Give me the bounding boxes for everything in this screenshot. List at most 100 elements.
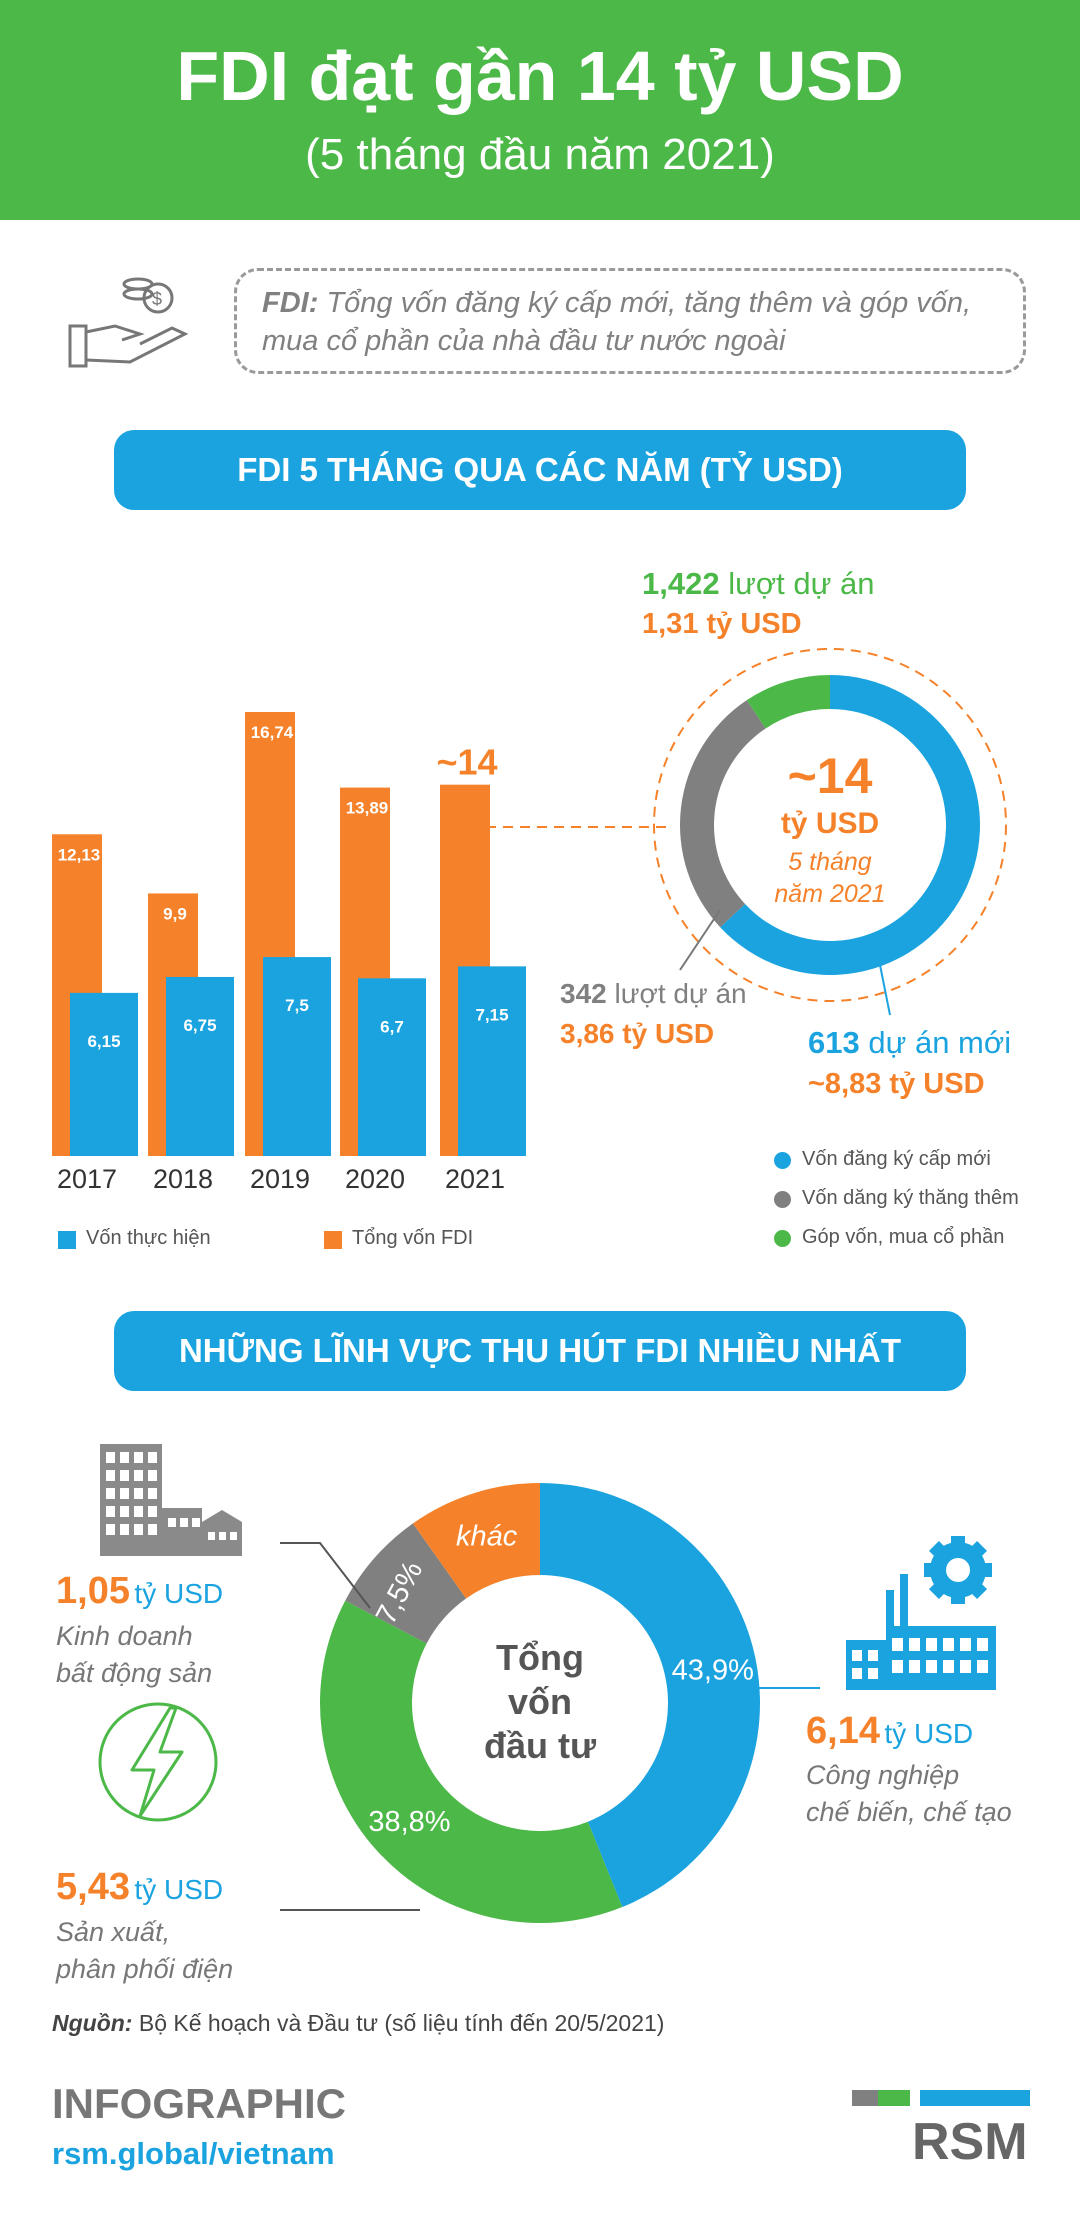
legend-realized-swatch bbox=[58, 1231, 76, 1249]
x-tick-2021: 2021 bbox=[445, 1164, 505, 1194]
bar-realized-2021 bbox=[458, 966, 526, 1156]
legend-added-capital-label: Vốn dăng ký thăng thêm bbox=[802, 1187, 1019, 1209]
donut2-label-0: 43,9% bbox=[672, 1654, 754, 1686]
definition-text: FDI: Tổng vốn đăng ký cấp mới, tăng thêm… bbox=[262, 284, 1002, 360]
bar-realized-2020 bbox=[358, 978, 426, 1156]
svg-text:$: $ bbox=[152, 289, 162, 309]
donut1-slice-1 bbox=[680, 700, 766, 928]
realestate-amount-row: 1,05 tỷ USD bbox=[56, 1570, 223, 1613]
legend-new-capital-dot bbox=[774, 1152, 791, 1169]
realestate-label: Kinh doanh bất động sản bbox=[56, 1618, 212, 1692]
green-count-value: 1,422 bbox=[642, 566, 720, 601]
donut2-center-line1: Tổng bbox=[496, 1637, 584, 1678]
industry-label-line2: chế biến, chế tạo bbox=[806, 1797, 1012, 1827]
legend-total-label: Tổng vốn FDI bbox=[352, 1227, 474, 1249]
green-count-text: lượt dự án bbox=[728, 566, 875, 601]
bar-realized-2017 bbox=[70, 992, 138, 1156]
realestate-unit: tỷ USD bbox=[134, 1578, 224, 1609]
grey-count-text: lượt dự án bbox=[614, 978, 747, 1009]
grey-callout-count: 342 lượt dự án bbox=[560, 978, 747, 1010]
legend-realized-label: Vốn thực hiện bbox=[86, 1227, 211, 1249]
bar-total-label-2021: ~14 bbox=[436, 742, 497, 783]
page-title: FDI đạt gần 14 tỷ USD bbox=[176, 37, 904, 115]
grey-count-value: 342 bbox=[560, 978, 607, 1009]
footer-infographic-title: INFOGRAPHIC bbox=[52, 2080, 346, 2127]
source-note: Nguồn: Bộ Kế hoạch và Đầu tư (số liệu tí… bbox=[52, 2010, 664, 2037]
power-label-line2: phân phối điện bbox=[56, 1954, 234, 1984]
x-tick-2017: 2017 bbox=[57, 1164, 117, 1194]
blue-callout-count: 613 dự án mới bbox=[808, 1025, 1011, 1061]
hand-coin-icon: $ bbox=[68, 277, 189, 368]
donut1-center-line1: 5 tháng bbox=[788, 848, 872, 876]
legend-total-swatch bbox=[324, 1231, 342, 1249]
donut2-slice-3 bbox=[412, 1483, 540, 1599]
header-banner: FDI đạt gần 14 tỷ USD (5 tháng đầu năm 2… bbox=[0, 0, 1080, 220]
donut1-center-unit: tỷ USD bbox=[781, 807, 879, 840]
page-subtitle: (5 tháng đầu năm 2021) bbox=[305, 130, 775, 179]
grey-callout-amount: 3,86 tỷ USD bbox=[560, 1018, 715, 1049]
rsm-logo-bar-green bbox=[878, 2090, 910, 2106]
realestate-label-line1: Kinh doanh bbox=[56, 1621, 193, 1651]
legend-share-purchase-dot bbox=[774, 1230, 791, 1247]
bar-realized-label-2018: 6,75 bbox=[183, 1016, 216, 1035]
power-amount: 5,43 bbox=[56, 1866, 130, 1908]
x-tick-2019: 2019 bbox=[250, 1164, 310, 1194]
bar-total-label-2020: 13,89 bbox=[346, 799, 389, 818]
legend-share-purchase-label: Góp vốn, mua cổ phần bbox=[802, 1226, 1005, 1248]
legend-new-capital-label: Vốn đăng ký cấp mới bbox=[802, 1148, 991, 1170]
blue-callout-amount: ~8,83 tỷ USD bbox=[808, 1068, 985, 1100]
power-unit: tỷ USD bbox=[134, 1874, 224, 1905]
industry-label-line1: Công nghiệp bbox=[806, 1760, 960, 1790]
industry-amount-row: 6,14 tỷ USD bbox=[806, 1710, 973, 1753]
blue-count-value: 613 bbox=[808, 1025, 860, 1060]
x-tick-2020: 2020 bbox=[345, 1164, 405, 1194]
leader-realestate bbox=[280, 1542, 371, 1609]
section-fdi-years-banner: FDI 5 THÁNG QUA CÁC NĂM (TỶ USD) bbox=[114, 430, 966, 510]
green-callout-amount: 1,31 tỷ USD bbox=[642, 608, 802, 640]
donut2-center-line2: vốn bbox=[508, 1681, 572, 1722]
definition-term: FDI: bbox=[262, 287, 319, 319]
power-label-line1: Sản xuất, bbox=[56, 1917, 171, 1947]
definition-body: Tổng vốn đăng ký cấp mới, tăng thêm và g… bbox=[262, 287, 972, 357]
building-icon bbox=[100, 1444, 242, 1556]
donut1-center-value: ~14 bbox=[788, 748, 873, 804]
bar-total-label-2017: 12,13 bbox=[58, 845, 101, 864]
callout-line-grey bbox=[679, 909, 721, 971]
x-tick-2018: 2018 bbox=[153, 1164, 213, 1194]
factory-gear-icon bbox=[846, 1536, 996, 1690]
power-amount-row: 5,43 tỷ USD bbox=[56, 1866, 223, 1909]
green-callout-count: 1,422 lượt dự án bbox=[642, 566, 874, 602]
callout-line-blue bbox=[879, 964, 891, 1016]
power-label: Sản xuất, phân phối điện bbox=[56, 1914, 233, 1988]
section-sectors-banner: NHỮNG LĨNH VỰC THU HÚT FDI NHIỀU NHẤT bbox=[114, 1311, 966, 1391]
bar-realized-2019 bbox=[263, 957, 331, 1156]
bar-total-label-2018: 9,9 bbox=[163, 904, 187, 923]
source-label: Nguồn: bbox=[52, 2010, 133, 2036]
donut1-slice-0 bbox=[720, 675, 980, 975]
donut-dashed-ring bbox=[653, 648, 1007, 1002]
definition-box bbox=[234, 268, 1026, 374]
bar-total-label-2019: 16,74 bbox=[251, 723, 294, 742]
industry-unit: tỷ USD bbox=[884, 1718, 974, 1749]
donut2-label-3: khác bbox=[456, 1520, 518, 1552]
source-text: Bộ Kế hoạch và Đầu tư (số liệu tính đến … bbox=[138, 2010, 665, 2036]
lightning-icon bbox=[98, 1702, 218, 1822]
bar-realized-label-2020: 6,7 bbox=[380, 1017, 404, 1036]
realestate-label-line2: bất động sản bbox=[56, 1658, 213, 1688]
donut2-center-line3: đầu tư bbox=[484, 1725, 597, 1766]
realestate-amount: 1,05 bbox=[56, 1570, 130, 1612]
donut2-slice-2 bbox=[345, 1523, 467, 1644]
donut1-slice-2 bbox=[746, 675, 830, 729]
footer-url-link[interactable]: rsm.global/vietnam bbox=[52, 2136, 335, 2171]
legend-added-capital-dot bbox=[774, 1191, 791, 1208]
donut1-center-line2: năm 2021 bbox=[774, 880, 885, 908]
bar-realized-label-2021: 7,15 bbox=[475, 1005, 508, 1024]
fdi-bar-chart: 12,13 6,15 2017 9,9 6,75 2018 16,74 7,5 2019 13,8… bbox=[52, 712, 526, 1194]
donut2-slice-0 bbox=[540, 1483, 761, 1908]
rsm-logo-bar-blue bbox=[920, 2090, 1030, 2106]
donut2-label-1: 38,8% bbox=[368, 1806, 450, 1838]
donut2-slice-1 bbox=[320, 1600, 623, 1923]
bar-realized-2018 bbox=[166, 976, 234, 1156]
